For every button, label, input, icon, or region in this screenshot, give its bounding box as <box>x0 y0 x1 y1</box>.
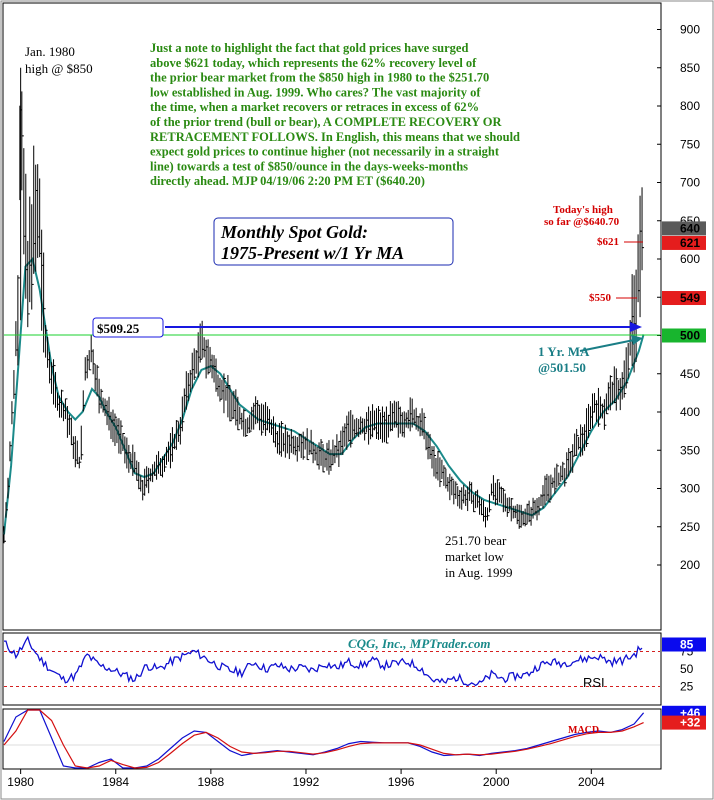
rsi-label: RSI <box>583 675 605 690</box>
label-box-509 <box>92 317 164 338</box>
ann-550: $550 <box>589 292 612 304</box>
ann-ma-2: @501.50 <box>538 360 586 375</box>
ma-series-layer <box>3 256 645 535</box>
rsi-tick-label: 25 <box>680 680 694 694</box>
price-tag-box <box>662 328 706 343</box>
arrow-ma <box>579 339 635 352</box>
y-tick-label: 200 <box>680 558 700 572</box>
arrowhead-ma <box>631 335 643 345</box>
label-509: $509.25 <box>97 321 140 336</box>
macd-tag-box <box>662 715 706 730</box>
note-line: above $621 today, which represents the 6… <box>150 56 477 70</box>
price-tag-label: 621 <box>680 236 700 250</box>
x-tick-label: 1980 <box>7 775 34 789</box>
x-tick-label: 2000 <box>483 775 510 789</box>
rsi-layer: 25507585 <box>4 635 706 694</box>
ann-low-line3: in Aug. 1999 <box>445 565 513 580</box>
x-tick-label: 1988 <box>198 775 225 789</box>
y-tick-label: 700 <box>680 176 700 190</box>
y-tick-label: 900 <box>680 23 700 37</box>
signal-line <box>3 709 644 769</box>
ann-todays-high-2: so far @$640.70 <box>544 216 620 228</box>
chart-title: Monthly Spot Gold: <box>220 222 368 242</box>
title-box <box>213 217 454 266</box>
macd-label: MACD <box>568 725 599 736</box>
x-tick-label: 1984 <box>102 775 129 789</box>
note-line: expect gold prices to continue higher (n… <box>150 145 500 159</box>
rsi-tick-label: 50 <box>680 662 694 676</box>
price-bars-layer <box>3 67 645 544</box>
y-tick-label: 800 <box>680 99 700 113</box>
ann-jan1980-line2: high @ $850 <box>25 61 93 76</box>
price-tag-label: 640 <box>680 221 700 235</box>
ma-line <box>3 256 645 535</box>
rsi-tag-box <box>662 637 706 652</box>
y-tick-label: 400 <box>680 405 700 419</box>
macd-panel <box>2 708 662 770</box>
note-line: RETRACEMENT FOLLOWS. In English, this me… <box>150 130 520 144</box>
price-grid <box>657 29 661 566</box>
price-tag-label: 549 <box>680 291 700 305</box>
ann-low-line2: market low <box>445 549 504 564</box>
rsi-tag-label: 85 <box>680 638 694 652</box>
price-panel <box>2 2 662 631</box>
y-tick-label: 450 <box>680 367 700 381</box>
ann-low-line1: 251.70 bear <box>445 533 507 548</box>
y-tick-label: 600 <box>680 252 700 266</box>
note-line: low established in Aug. 1999. Who cares?… <box>150 85 481 99</box>
rsi-panel <box>2 632 662 706</box>
ann-jan1980-line1: Jan. 1980 <box>25 44 75 59</box>
x-tick-label: 1996 <box>388 775 415 789</box>
ann-todays-high-1: Today's high <box>553 204 613 216</box>
price-tag-box <box>662 235 706 250</box>
y-tick-label: 350 <box>680 443 700 457</box>
ann-ma-1: 1 Yr. MA <box>538 344 590 359</box>
macd-tag-label: +32 <box>680 716 701 730</box>
macd-line <box>3 709 645 769</box>
y-tick-label: 850 <box>680 61 700 75</box>
note-line: line) towards a test of $850/ounce in th… <box>150 159 468 173</box>
note-line: Just a note to highlight the fact that g… <box>150 41 468 55</box>
price-tag-box <box>662 221 706 236</box>
note-line: the prior bear market from the $850 high… <box>150 71 489 85</box>
y-tick-label: 300 <box>680 482 700 496</box>
price-tag-label: 500 <box>680 329 700 343</box>
price-tag-box <box>662 291 706 306</box>
x-tick-label: 1992 <box>293 775 320 789</box>
chart-subtitle: 1975-Present w/1 Yr MA <box>221 243 404 263</box>
y-tick-label: 250 <box>680 520 700 534</box>
note-line: the time, when a market recovers or retr… <box>150 100 479 114</box>
note-line: directly ahead. MJP 04/19/06 2:20 PM ET … <box>150 174 425 188</box>
x-tick-label: 2004 <box>578 775 605 789</box>
macd-layer: +46+32 <box>3 705 706 769</box>
arrowhead-509 <box>630 322 642 332</box>
rsi-credit: CQG, Inc., MPTrader.com <box>348 636 491 651</box>
rsi-line <box>4 635 643 687</box>
y-tick-label: 750 <box>680 137 700 151</box>
green-note: Just a note to highlight the fact that g… <box>150 41 520 188</box>
x-ticks: 1980 1984 1988 1992 1996 2000 2004 <box>7 769 605 789</box>
note-line: of the prior trend (bull or bear), A COM… <box>150 115 503 129</box>
ann-621: $621 <box>597 236 619 248</box>
